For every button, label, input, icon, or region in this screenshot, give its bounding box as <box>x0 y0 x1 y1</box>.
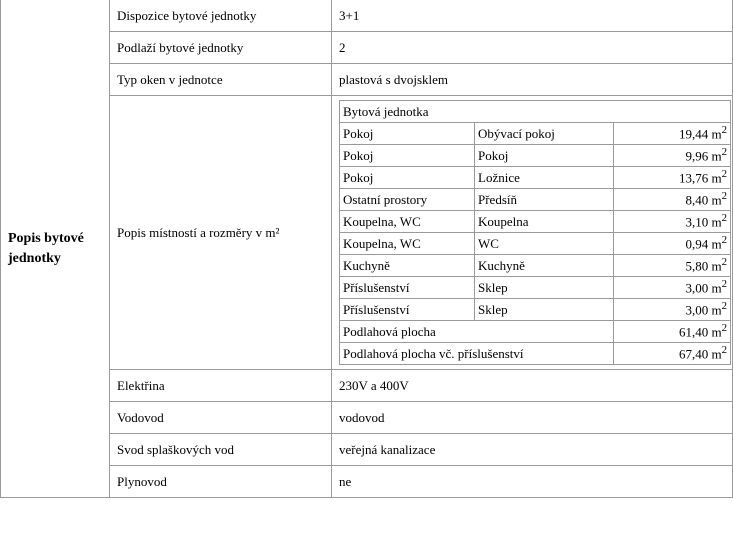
room-name: Obývací pokoj <box>474 122 614 145</box>
room-area: 3,00 m2 <box>613 298 731 321</box>
room-name: Kuchyně <box>474 254 614 277</box>
total-row: Podlahová plocha vč. příslušenství 67,40 … <box>339 342 731 365</box>
room-area: 19,44 m2 <box>613 122 731 145</box>
apartment-description-table: Popis bytové jednotky Dispozice bytové je… <box>0 0 733 498</box>
table-row: Svod splaškových vod veřejná kanalizace <box>1 433 733 466</box>
rooms-table-title: Bytová jednotka <box>339 100 731 123</box>
room-row: Koupelna, WC WC 0,94 m2 <box>339 232 731 255</box>
row-value: vodovod <box>331 401 733 434</box>
row-value: 3+1 <box>331 0 733 32</box>
total-area: 67,40 m2 <box>613 342 731 365</box>
room-name: Pokoj <box>474 144 614 167</box>
room-area: 3,00 m2 <box>613 276 731 299</box>
room-row: Pokoj Ložnice 13,76 m2 <box>339 166 731 189</box>
section-title: Popis bytové jednotky <box>0 0 110 498</box>
table-row: Elektřina 230V a 400V <box>1 369 733 402</box>
total-label: Podlahová plocha vč. příslušenství <box>339 342 614 365</box>
table-row: Popis místností a rozměry v m² Bytová jed… <box>1 95 733 370</box>
room-name: Předsíň <box>474 188 614 211</box>
table-row: Plynovod ne <box>1 465 733 498</box>
row-label: Vodovod <box>109 401 332 434</box>
row-value: ne <box>331 465 733 498</box>
room-name: Koupelna <box>474 210 614 233</box>
room-area: 13,76 m2 <box>613 166 731 189</box>
room-area: 9,96 m2 <box>613 144 731 167</box>
row-value: 230V a 400V <box>331 369 733 402</box>
total-label: Podlahová plocha <box>339 320 614 343</box>
row-label: Typ oken v jednotce <box>109 63 332 96</box>
room-type: Pokoj <box>339 166 475 189</box>
room-name: Sklep <box>474 298 614 321</box>
row-label: Dispozice bytové jednotky <box>109 0 332 32</box>
room-type: Příslušenství <box>339 276 475 299</box>
row-label: Plynovod <box>109 465 332 498</box>
total-row: Podlahová plocha 61,40 m2 <box>339 320 731 343</box>
room-row: Příslušenství Sklep 3,00 m2 <box>339 298 731 321</box>
room-type: Koupelna, WC <box>339 232 475 255</box>
room-area: 0,94 m2 <box>613 232 731 255</box>
room-area: 8,40 m2 <box>613 188 731 211</box>
row-value: plastová s dvojsklem <box>331 63 733 96</box>
table-row: Podlaží bytové jednotky 2 <box>1 31 733 64</box>
room-row: Pokoj Obývací pokoj 19,44 m2 <box>339 122 731 145</box>
room-row: Koupelna, WC Koupelna 3,10 m2 <box>339 210 731 233</box>
total-area: 61,40 m2 <box>613 320 731 343</box>
row-value: veřejná kanalizace <box>331 433 733 466</box>
room-type: Příslušenství <box>339 298 475 321</box>
row-label: Elektřina <box>109 369 332 402</box>
row-label: Svod splaškových vod <box>109 433 332 466</box>
room-type: Kuchyně <box>339 254 475 277</box>
row-value: Bytová jednotka Pokoj Obývací pokoj 19,44 m… <box>331 95 733 370</box>
room-type: Ostatní prostory <box>339 188 475 211</box>
row-label: Podlaží bytové jednotky <box>109 31 332 64</box>
room-area: 3,10 m2 <box>613 210 731 233</box>
room-type: Pokoj <box>339 144 475 167</box>
room-name: Sklep <box>474 276 614 299</box>
row-value: 2 <box>331 31 733 64</box>
room-type: Pokoj <box>339 122 475 145</box>
table-row: Typ oken v jednotce plastová s dvojsklem <box>1 63 733 96</box>
room-area: 5,80 m2 <box>613 254 731 277</box>
room-name: Ložnice <box>474 166 614 189</box>
room-row: Kuchyně Kuchyně 5,80 m2 <box>339 254 731 277</box>
rooms-table-header: Bytová jednotka <box>339 100 731 123</box>
table-row: Vodovod vodovod <box>1 401 733 434</box>
room-row: Ostatní prostory Předsíň 8,40 m2 <box>339 188 731 211</box>
room-type: Koupelna, WC <box>339 210 475 233</box>
room-row: Pokoj Pokoj 9,96 m2 <box>339 144 731 167</box>
table-row: Popis bytové jednotky Dispozice bytové je… <box>0 0 733 498</box>
room-row: Příslušenství Sklep 3,00 m2 <box>339 276 731 299</box>
room-name: WC <box>474 232 614 255</box>
row-label: Popis místností a rozměry v m² <box>109 95 332 370</box>
rooms-table: Bytová jednotka Pokoj Obývací pokoj 19,44 m… <box>339 100 731 365</box>
